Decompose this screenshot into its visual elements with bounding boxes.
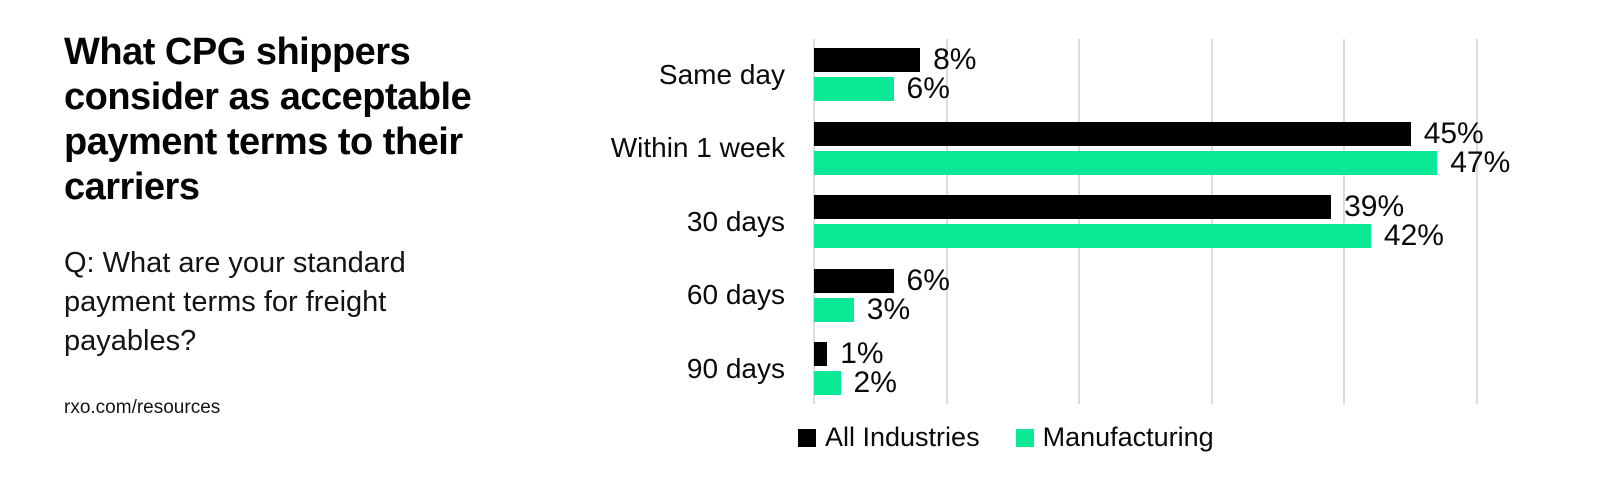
bar-manufacturing bbox=[814, 224, 1371, 248]
value-label-manufacturing: 3% bbox=[866, 292, 911, 326]
value-label-manufacturing: 47% bbox=[1450, 145, 1511, 179]
value-label-all-industries: 45% bbox=[1423, 116, 1484, 150]
gridline bbox=[813, 39, 815, 404]
gridline bbox=[1078, 39, 1081, 404]
legend-label-manufacturing: Manufacturing bbox=[1042, 422, 1214, 452]
legend-swatch-manufacturing bbox=[1015, 428, 1034, 447]
gridline bbox=[1343, 39, 1346, 404]
value-label-manufacturing: 2% bbox=[853, 366, 897, 399]
survey-question: Q: What are your standard payment terms … bbox=[64, 247, 406, 357]
gridline bbox=[1476, 39, 1478, 404]
bar-all-industries bbox=[814, 342, 828, 366]
legend-item-manufacturing: Manufacturing bbox=[1015, 422, 1214, 452]
value-label-all-industries: 1% bbox=[840, 337, 884, 370]
bar-manufacturing bbox=[814, 150, 1438, 175]
bar-all-industries bbox=[814, 195, 1332, 219]
category-label: 60 days bbox=[686, 279, 785, 310]
value-label-manufacturing: 6% bbox=[906, 72, 950, 105]
value-label-all-industries: 39% bbox=[1344, 190, 1405, 223]
category-label: Within 1 week bbox=[610, 132, 785, 163]
legend-label-all-industries: All Industries bbox=[825, 422, 980, 452]
bar-manufacturing bbox=[814, 77, 894, 101]
legend-item-all-industries: All Industries bbox=[798, 424, 980, 451]
bar-all-industries bbox=[814, 121, 1411, 146]
value-label-manufacturing: 42% bbox=[1383, 219, 1444, 252]
chart-legend: All Industries Manufacturing bbox=[798, 424, 1214, 451]
gridline bbox=[1210, 39, 1213, 404]
legend-swatch-all-industries bbox=[798, 428, 816, 447]
category-label: 30 days bbox=[686, 205, 785, 237]
source-url: rxo.com/resources bbox=[64, 397, 221, 418]
value-label-all-industries: 6% bbox=[906, 263, 950, 297]
bar-all-industries bbox=[814, 48, 921, 72]
bar-manufacturing bbox=[814, 371, 841, 395]
value-label-all-industries: 8% bbox=[933, 43, 977, 76]
bar-manufacturing bbox=[814, 297, 854, 322]
bar-all-industries bbox=[814, 268, 894, 293]
category-label: 90 days bbox=[686, 352, 785, 384]
category-label: Same day bbox=[658, 58, 785, 90]
gridline bbox=[945, 39, 948, 404]
chart-title: What CPG shippers consider as acceptable… bbox=[64, 31, 472, 208]
